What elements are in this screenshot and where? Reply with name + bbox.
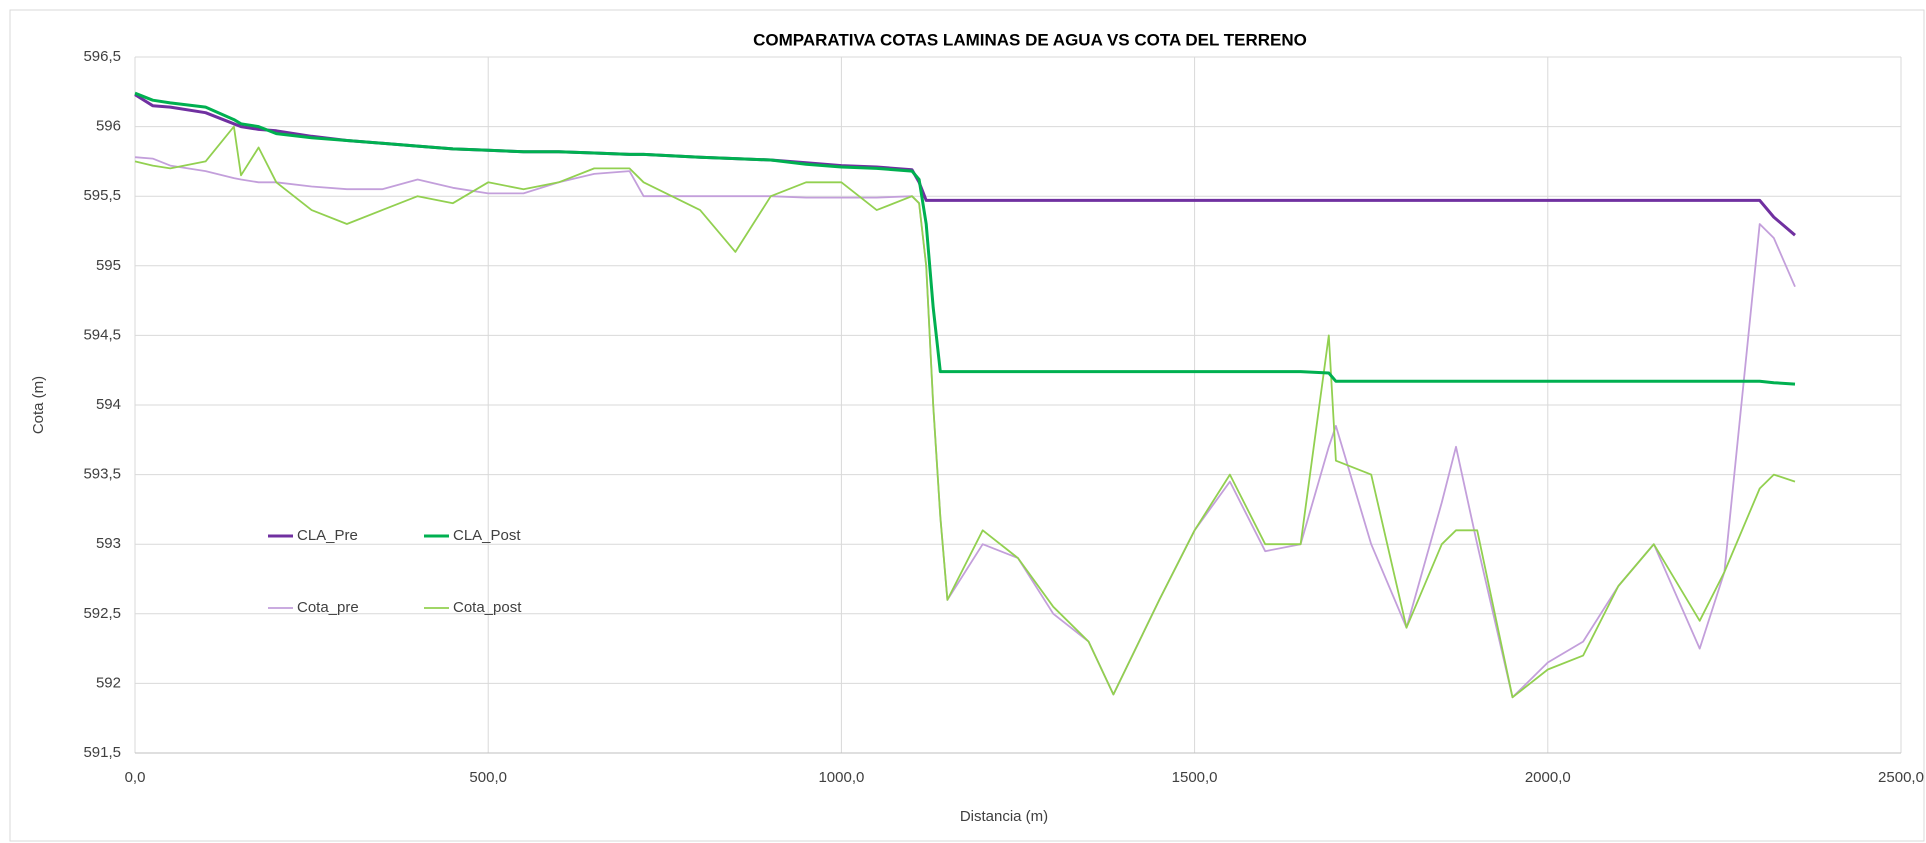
y-tick-label: 591,5 <box>83 744 121 761</box>
legend-label: Cota_pre <box>297 599 359 616</box>
x-axis-label: Distancia (m) <box>960 808 1048 825</box>
x-tick-label: 0,0 <box>125 769 146 786</box>
chart-frame <box>9 9 1925 842</box>
x-tick-label: 2000,0 <box>1525 769 1571 786</box>
x-tick-label: 1000,0 <box>818 769 864 786</box>
y-tick-label: 596 <box>96 118 121 135</box>
y-tick-label: 593,5 <box>83 466 121 483</box>
y-tick-label: 594 <box>96 396 121 413</box>
x-tick-label: 1500,0 <box>1172 769 1218 786</box>
y-tick-label: 592,5 <box>83 605 121 622</box>
y-tick-label: 592 <box>96 674 121 691</box>
legend-label: CLA_Pre <box>297 527 358 544</box>
chart-title: COMPARATIVA COTAS LAMINAS DE AGUA VS COT… <box>753 30 1307 49</box>
series-line <box>134 91 1796 386</box>
y-tick-label: 594,5 <box>83 326 121 343</box>
y-tick-label: 593 <box>96 535 121 552</box>
x-tick-label: 500,0 <box>469 769 507 786</box>
legend-label: CLA_Post <box>453 527 521 544</box>
series-line <box>134 125 1796 699</box>
legend-label: Cota_post <box>453 599 522 616</box>
y-tick-label: 595 <box>96 257 121 274</box>
y-tick-label: 596,5 <box>83 48 121 65</box>
x-tick-label: 2500,0 <box>1878 769 1924 786</box>
y-tick-label: 595,5 <box>83 187 121 204</box>
y-axis-label: Cota (m) <box>30 376 47 434</box>
